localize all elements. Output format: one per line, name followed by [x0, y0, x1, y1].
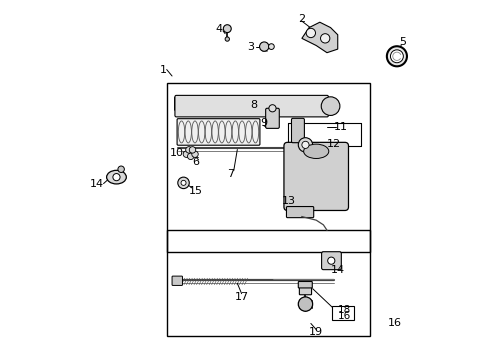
Text: 7: 7 — [227, 168, 234, 179]
Circle shape — [223, 25, 231, 33]
Text: 19: 19 — [308, 327, 323, 337]
Circle shape — [320, 34, 329, 43]
Circle shape — [113, 174, 120, 181]
Text: 17: 17 — [234, 292, 248, 302]
FancyBboxPatch shape — [291, 118, 304, 143]
Text: 10: 10 — [169, 148, 183, 158]
Ellipse shape — [106, 170, 126, 184]
Circle shape — [327, 257, 334, 264]
Circle shape — [185, 147, 192, 153]
Circle shape — [268, 105, 276, 112]
Circle shape — [389, 50, 403, 63]
FancyBboxPatch shape — [177, 119, 260, 145]
Text: 4: 4 — [215, 24, 222, 35]
Text: 15: 15 — [188, 186, 202, 196]
Polygon shape — [174, 96, 178, 112]
Text: 2: 2 — [298, 14, 305, 24]
Circle shape — [259, 42, 268, 51]
Text: 18: 18 — [337, 305, 350, 315]
Circle shape — [298, 297, 312, 311]
Bar — [167, 230, 369, 336]
Text: 3: 3 — [247, 42, 254, 51]
Text: 11: 11 — [334, 122, 347, 132]
Circle shape — [301, 141, 308, 148]
Polygon shape — [301, 22, 337, 53]
FancyBboxPatch shape — [265, 108, 279, 129]
Circle shape — [321, 97, 339, 116]
FancyBboxPatch shape — [175, 95, 328, 117]
Circle shape — [298, 138, 312, 152]
Circle shape — [268, 44, 274, 49]
FancyBboxPatch shape — [321, 252, 341, 270]
Text: 5: 5 — [398, 37, 405, 47]
Text: 6: 6 — [192, 157, 199, 167]
Circle shape — [189, 147, 195, 153]
FancyBboxPatch shape — [172, 276, 182, 285]
FancyBboxPatch shape — [286, 207, 313, 218]
Circle shape — [224, 37, 229, 41]
Bar — [332, 306, 353, 320]
Text: 16: 16 — [337, 311, 350, 321]
Circle shape — [191, 151, 198, 157]
FancyBboxPatch shape — [298, 282, 312, 288]
Circle shape — [118, 166, 124, 172]
Circle shape — [178, 177, 189, 189]
Text: 14: 14 — [330, 265, 344, 275]
FancyBboxPatch shape — [299, 287, 311, 295]
Bar — [167, 83, 369, 252]
Text: 16: 16 — [387, 319, 401, 328]
Text: 9: 9 — [260, 118, 267, 128]
Text: 13: 13 — [282, 196, 296, 206]
Text: 14: 14 — [89, 179, 103, 189]
Text: 8: 8 — [249, 100, 257, 111]
Text: 12: 12 — [326, 139, 341, 149]
FancyBboxPatch shape — [284, 142, 348, 211]
Circle shape — [187, 153, 194, 159]
Circle shape — [386, 46, 406, 66]
Circle shape — [305, 28, 315, 38]
Ellipse shape — [303, 144, 328, 158]
Circle shape — [181, 180, 185, 185]
Text: 1: 1 — [160, 64, 167, 75]
Circle shape — [183, 151, 189, 157]
